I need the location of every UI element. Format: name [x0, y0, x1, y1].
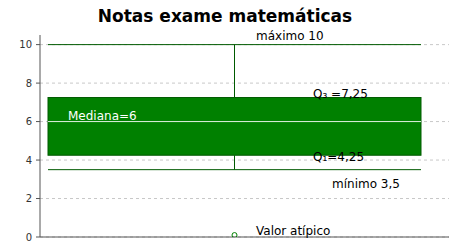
tick-mark	[36, 83, 40, 84]
grid-line	[40, 160, 449, 161]
x-axis	[40, 237, 449, 238]
page: {"chart_data": {"type": "box", "title": …	[0, 0, 450, 250]
tick-mark	[36, 44, 40, 45]
chart-svg: Notas exame matemáticas 0 2 4 6 8 10 máximo 10 Q…	[0, 0, 450, 250]
tick-label: 0	[26, 232, 32, 243]
tick-label: 10	[19, 39, 32, 50]
grid-line	[40, 237, 449, 238]
annotation: Mediana=6	[68, 109, 137, 123]
annotation: máximo 10	[256, 29, 324, 43]
whisker-lower	[234, 155, 235, 169]
tick-label: 4	[26, 155, 32, 166]
annotation: Q₁=4,25	[313, 150, 364, 164]
grid-line	[40, 83, 449, 84]
min-cap	[48, 169, 421, 170]
tick-mark	[36, 121, 40, 122]
y-axis	[40, 35, 41, 237]
tick-label: 6	[26, 116, 32, 127]
whisker-upper	[234, 45, 235, 98]
tick-mark	[36, 198, 40, 199]
tick-label: 2	[26, 193, 32, 204]
outlier	[232, 233, 237, 237]
chart-container: Notas exame matemáticas 0 2 4 6 8 10 máximo 10 Q…	[0, 0, 450, 250]
tick-mark	[36, 160, 40, 161]
annotation: Valor atípico	[256, 224, 330, 238]
annotation: Q₃ =7,25	[313, 87, 368, 101]
marks	[48, 45, 421, 237]
grid-line	[40, 198, 449, 199]
annotation: mínimo 3,5	[332, 177, 400, 191]
tick-mark	[36, 237, 40, 238]
title: Notas exame matemáticas	[98, 6, 352, 26]
box	[48, 98, 421, 156]
max-cap	[48, 44, 421, 45]
grid-line	[40, 44, 449, 45]
tick-label: 8	[26, 78, 32, 89]
